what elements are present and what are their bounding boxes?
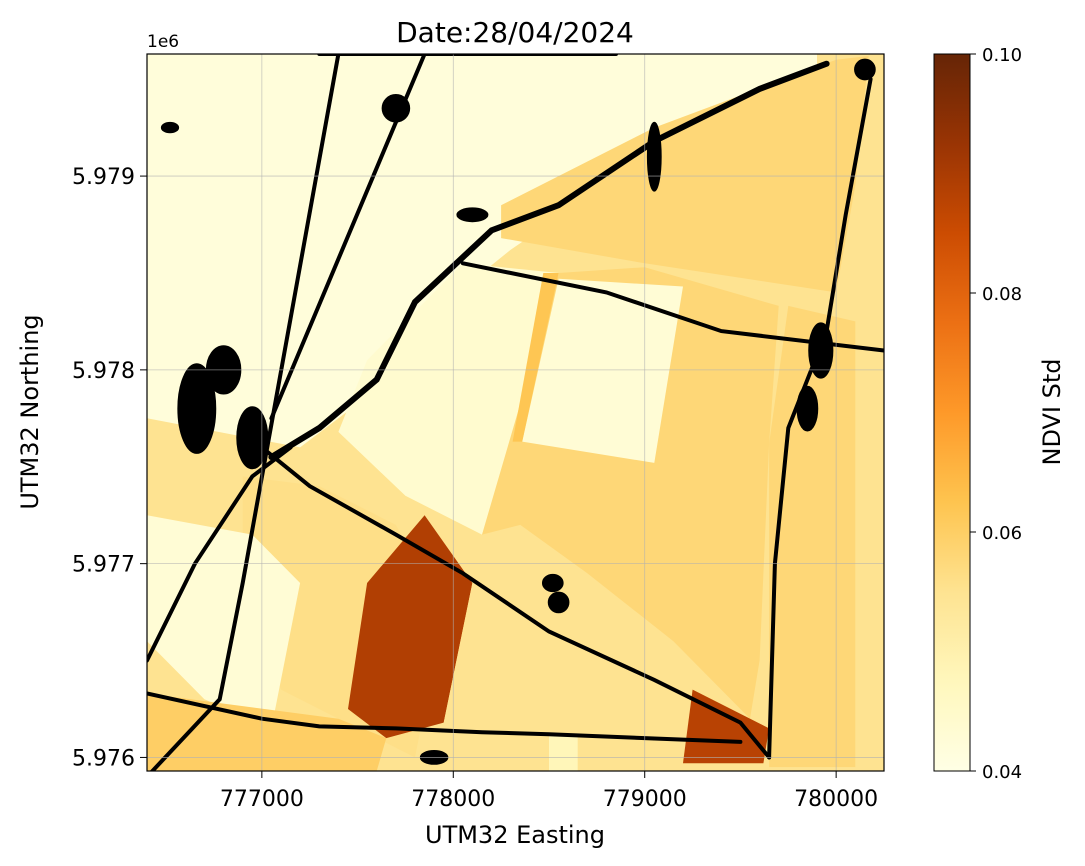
field-east-edge-field (769, 305, 856, 768)
masked-building (541, 573, 564, 593)
colorbar-tick-label: 0.10 (982, 45, 1022, 66)
colorbar-tick-label: 0.08 (982, 284, 1022, 305)
y-tick-label: 5.976 (72, 746, 135, 771)
grid-layer (147, 54, 884, 771)
road (149, 54, 341, 771)
x-tick-label: 777000 (220, 787, 304, 812)
road (259, 445, 772, 760)
x-tick-label: 778000 (411, 787, 495, 812)
masked-building (456, 207, 489, 223)
field-brown-strip (348, 515, 473, 739)
masked-building (854, 58, 876, 81)
y-offset-label: 1e6 (147, 32, 179, 52)
y-tick-label: 5.979 (72, 165, 135, 190)
x-tick-label: 780000 (794, 787, 878, 812)
field-inner-light (522, 278, 683, 463)
road (767, 77, 873, 760)
map-plot-area (147, 54, 884, 771)
plot-frame (146, 53, 885, 772)
masked-building (547, 591, 570, 614)
colorbar-tick-label: 0.04 (982, 762, 1022, 783)
x-axis-ticks: 777000 778000 779000 780000 (220, 771, 878, 812)
chart-title: Date:28/04/2024 (396, 16, 634, 49)
y-tick-label: 5.978 (72, 359, 135, 384)
road (268, 60, 830, 461)
field-south-middle-field (443, 583, 722, 748)
masked-building (177, 363, 217, 454)
colorbar-label: NDVI Std (1038, 358, 1066, 465)
y-axis-ticks: 5.976 5.977 5.978 5.979 (72, 165, 147, 771)
y-axis-label: UTM32 Northing (16, 314, 44, 509)
road (147, 691, 743, 744)
masked-building (646, 121, 662, 192)
y-tick-label: 5.977 (72, 553, 135, 578)
masked-building (236, 406, 269, 470)
colorbar: 0.04 0.06 0.08 0.10 NDVI Std (933, 45, 1066, 783)
field-layer (147, 54, 869, 771)
colorbar-gradient (933, 53, 971, 772)
x-axis-label: UTM32 Easting (425, 821, 605, 849)
masked-building (160, 121, 180, 134)
field-north-east-field (501, 55, 869, 293)
x-tick-label: 779000 (603, 787, 687, 812)
masked-building (808, 322, 834, 379)
masked-building (381, 94, 411, 123)
colorbar-ticks: 0.04 0.06 0.08 0.10 (970, 45, 1022, 783)
road (460, 261, 884, 353)
colorbar-tick-label: 0.06 (982, 523, 1022, 544)
field-strip-orange (512, 273, 559, 442)
road (147, 445, 293, 663)
field-south-light-patch (549, 734, 578, 771)
field-south-east-brown (683, 689, 770, 764)
masked-features-layer (147, 54, 884, 771)
masked-building (796, 385, 819, 432)
